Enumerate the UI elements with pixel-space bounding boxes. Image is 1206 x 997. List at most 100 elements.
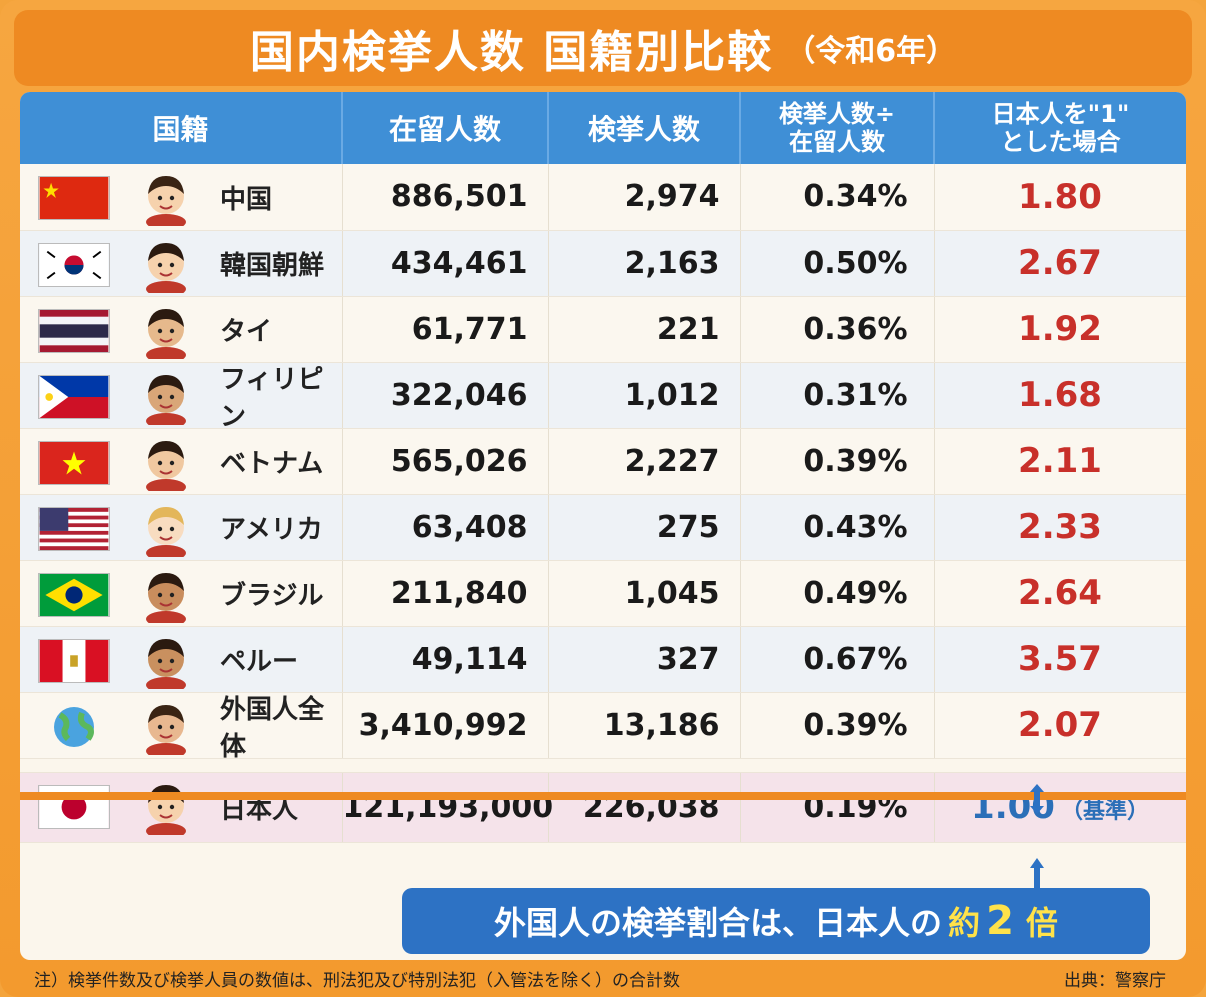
peru-avatar-icon — [146, 638, 186, 689]
summary-callout: 外国人の検挙割合は、日本人の 約 2 倍 — [402, 888, 1150, 954]
vietnam-flag-icon — [38, 440, 110, 485]
country-name: タイ — [220, 317, 273, 347]
residents-cell: 565,026 — [342, 428, 549, 495]
table-row: フィリピン 322,046 1,012 0.31% 1.68 — [20, 362, 1186, 432]
residents-cell: 434,461 — [342, 230, 549, 297]
all-foreigners-avatar-icon — [146, 704, 186, 755]
arrests-cell: 2,163 — [548, 230, 741, 297]
ratio-cell: 3.57 — [934, 626, 1186, 693]
header-residents: 在留人数 — [342, 92, 549, 164]
comparison-table: 国籍 在留人数 検挙人数 検挙人数÷ 在留人数 日本人を"1" とした場合 中国… — [20, 92, 1186, 843]
arrests-cell: 327 — [548, 626, 741, 693]
ratio-cell: 1.92 — [934, 296, 1186, 363]
header-rate: 検挙人数÷ 在留人数 — [740, 92, 935, 164]
country-name: フィリピン — [220, 364, 324, 432]
ratio-value: 1.68 — [1018, 375, 1102, 415]
table-row: ベトナム 565,026 2,227 0.39% 2.11 — [20, 428, 1186, 495]
philippines-avatar-icon — [146, 374, 186, 425]
country-name: ベトナム — [220, 449, 324, 479]
footnote: 注）検挙件数及び検挙人員の数値は、刑法犯及び特別法犯（入管法を除く）の合計数 — [34, 971, 680, 991]
ratio-cell: 1.80 — [934, 164, 1186, 231]
thailand-avatar-icon — [146, 308, 186, 359]
rate-cell: 0.39% — [740, 428, 935, 495]
double-arrow-icon — [1030, 784, 1044, 814]
ratio-cell: 1.00 （基準） — [934, 772, 1186, 843]
ratio-cell: 2.64 — [934, 560, 1186, 627]
ratio-cell: 2.67 — [934, 230, 1186, 297]
arrests-cell: 221 — [548, 296, 741, 363]
peru-flag-icon — [38, 638, 110, 683]
korea-avatar-icon — [146, 242, 186, 293]
ratio-value: 1.80 — [1018, 176, 1102, 217]
arrests-cell: 226,038 — [548, 772, 741, 843]
baseline-note: （基準） — [1060, 799, 1149, 824]
japan-avatar-icon — [146, 784, 186, 835]
header-rate-line2: 在留人数 — [789, 128, 885, 156]
arrests-cell: 13,186 — [548, 692, 741, 759]
country-cell: 中国 — [20, 164, 343, 231]
title-banner: 国内検挙人数 国籍別比較 （令和6年） — [14, 10, 1192, 86]
table-header-row: 国籍 在留人数 検挙人数 検挙人数÷ 在留人数 日本人を"1" とした場合 — [20, 92, 1186, 164]
country-name: ペルー — [220, 647, 299, 677]
header-rate-line1: 検挙人数÷ — [778, 100, 896, 128]
ratio-cell: 2.33 — [934, 494, 1186, 561]
rate-cell: 0.50% — [740, 230, 935, 297]
rate-cell: 0.39% — [740, 692, 935, 759]
callout-text: 外国人の検挙割合は、日本人の — [494, 904, 943, 942]
usa-flag-icon — [38, 506, 110, 551]
country-cell: アメリカ — [20, 494, 343, 561]
ratio-cell: 2.07 — [934, 692, 1186, 759]
header-ratio-line1: 日本人を"1" — [991, 100, 1130, 128]
residents-cell: 63,408 — [342, 494, 549, 561]
callout-approx: 約 — [948, 904, 981, 942]
ratio-value: 3.57 — [1018, 639, 1102, 679]
callout-number: 2 — [986, 898, 1014, 944]
thailand-flag-icon — [38, 308, 110, 353]
residents-cell: 61,771 — [342, 296, 549, 363]
table-row: ペルー 49,114 327 0.67% 3.57 — [20, 626, 1186, 693]
table-row: タイ 61,771 221 0.36% 1.92 — [20, 296, 1186, 363]
rate-cell: 0.36% — [740, 296, 935, 363]
source-note: 出典：警察庁 — [1064, 971, 1166, 991]
philippines-flag-icon — [38, 374, 110, 419]
divider-spacer — [20, 758, 1186, 773]
korea-flag-icon — [38, 242, 110, 287]
header-arrests: 検挙人数 — [548, 92, 741, 164]
vietnam-avatar-icon — [146, 440, 186, 491]
rate-cell: 0.43% — [740, 494, 935, 561]
country-cell: 韓国朝鮮 — [20, 230, 343, 297]
country-name: 日本人 — [220, 795, 299, 825]
arrests-cell: 2,227 — [548, 428, 741, 495]
residents-cell: 121,193,000 — [342, 772, 553, 843]
china-flag-icon — [38, 176, 110, 220]
ratio-value: 1.92 — [1018, 309, 1102, 349]
arrests-cell: 2,974 — [548, 164, 741, 231]
country-name: アメリカ — [220, 515, 323, 545]
country-name: 中国 — [220, 184, 273, 215]
country-cell: 日本人 — [20, 772, 343, 843]
country-name: 外国人全体 — [220, 694, 325, 762]
ratio-value: 2.33 — [1018, 507, 1102, 547]
residents-cell: 322,046 — [342, 362, 549, 429]
globe-icon — [54, 706, 94, 747]
table-row: アメリカ 63,408 275 0.43% 2.33 — [20, 494, 1186, 561]
page-subtitle: （令和6年） — [785, 34, 957, 69]
header-ratio-line2: とした場合 — [1000, 128, 1121, 156]
ratio-cell: 1.68 — [934, 362, 1186, 429]
brazil-avatar-icon — [146, 572, 186, 623]
country-cell: 外国人全体 — [20, 692, 343, 762]
rate-cell: 0.19% — [740, 772, 935, 843]
country-cell: フィリピン — [20, 362, 343, 432]
residents-cell: 49,114 — [342, 626, 549, 693]
brazil-flag-icon — [38, 572, 110, 617]
ratio-value: 2.11 — [1018, 441, 1102, 481]
up-arrow-icon — [1030, 858, 1044, 888]
arrests-cell: 1,012 — [548, 362, 741, 429]
ratio-value: 2.64 — [1018, 573, 1102, 613]
rate-cell: 0.31% — [740, 362, 935, 429]
arrests-cell: 275 — [548, 494, 741, 561]
page-title: 国内検挙人数 国籍別比較 — [249, 27, 774, 78]
table-row: 外国人全体 3,410,992 13,186 0.39% 2.07 — [20, 692, 1186, 762]
table-row: 日本人 121,193,000 226,038 0.19% 1.00 （基準） — [20, 772, 1186, 843]
ratio-value: 2.67 — [1018, 243, 1102, 283]
